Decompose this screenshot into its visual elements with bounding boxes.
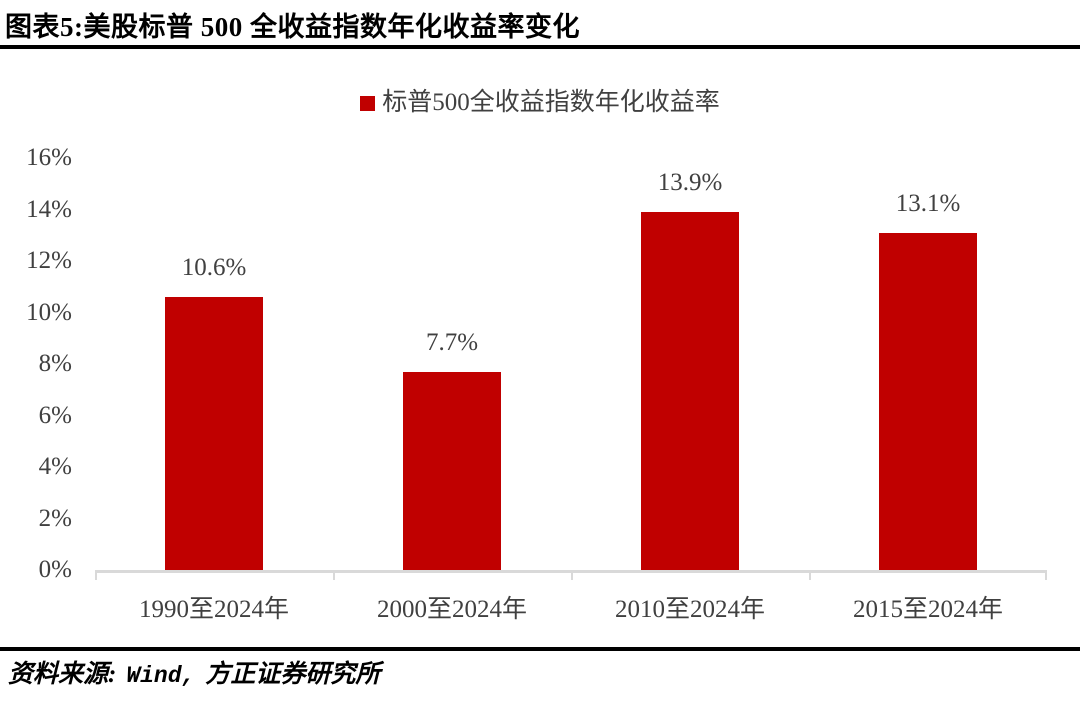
bar-1990至2024年 (165, 297, 263, 570)
bar-data-label: 7.7% (425, 329, 479, 356)
x-axis-category-label: 2000至2024年 (376, 596, 527, 623)
x-axis-tick-mark (333, 570, 335, 580)
y-axis-tick-label: 10% (26, 298, 72, 326)
plot-area: 10.6% 7.7% 13.9% 13.1% (95, 158, 1047, 580)
title-divider-line (0, 45, 1080, 49)
x-axis-tick-mark (95, 570, 97, 580)
y-axis: 16% 14% 12% 10% 8% 6% 4% 2% 0% (0, 0, 72, 704)
bar-2010至2024年 (641, 212, 739, 570)
bar-data-label: 13.9% (657, 169, 723, 196)
bar-2015至2024年 (879, 233, 977, 570)
x-axis-category-label: 2015至2024年 (852, 596, 1003, 623)
y-axis-tick-label: 0% (38, 556, 72, 583)
x-axis-tick-mark (571, 570, 573, 580)
bar-data-label: 13.1% (895, 190, 961, 217)
y-axis-tick-label: 8% (38, 350, 72, 377)
y-axis-tick-label: 14% (26, 195, 72, 223)
bar-data-label: 10.6% (181, 254, 247, 281)
legend-swatch-icon (360, 95, 376, 111)
footer-divider-line (0, 647, 1080, 651)
x-axis-tick-mark (809, 570, 811, 580)
x-axis-category-label: 1990至2024年 (138, 596, 289, 623)
bar-2000至2024年 (403, 372, 501, 570)
x-axis-category-label: 2010至2024年 (614, 596, 765, 623)
source-vendor: Wind, (126, 663, 196, 689)
figure-title: 图表5:美股标普 500 全收益指数年化收益率变化 (5, 12, 580, 42)
source-suffix: 方正证券研究所 (205, 661, 381, 688)
y-axis-tick-label: 6% (38, 401, 72, 429)
chart-legend: 标普500全收益指数年化收益率 (0, 88, 1080, 118)
y-axis-tick-label: 4% (38, 453, 72, 480)
source-note: 资料来源: Wind, 方正证券研究所 (8, 659, 380, 692)
x-axis-labels: 1990至2024年 2000至2024年 2010至2024年 2015至2024年 (95, 595, 1047, 625)
y-axis-tick-label: 12% (26, 247, 72, 274)
y-axis-tick-label: 16% (26, 144, 72, 171)
source-prefix: 资料来源: (8, 661, 117, 688)
legend-label: 标普500全收益指数年化收益率 (382, 89, 720, 116)
y-axis-tick-label: 2% (38, 504, 72, 532)
x-axis-tick-mark (1045, 570, 1047, 580)
